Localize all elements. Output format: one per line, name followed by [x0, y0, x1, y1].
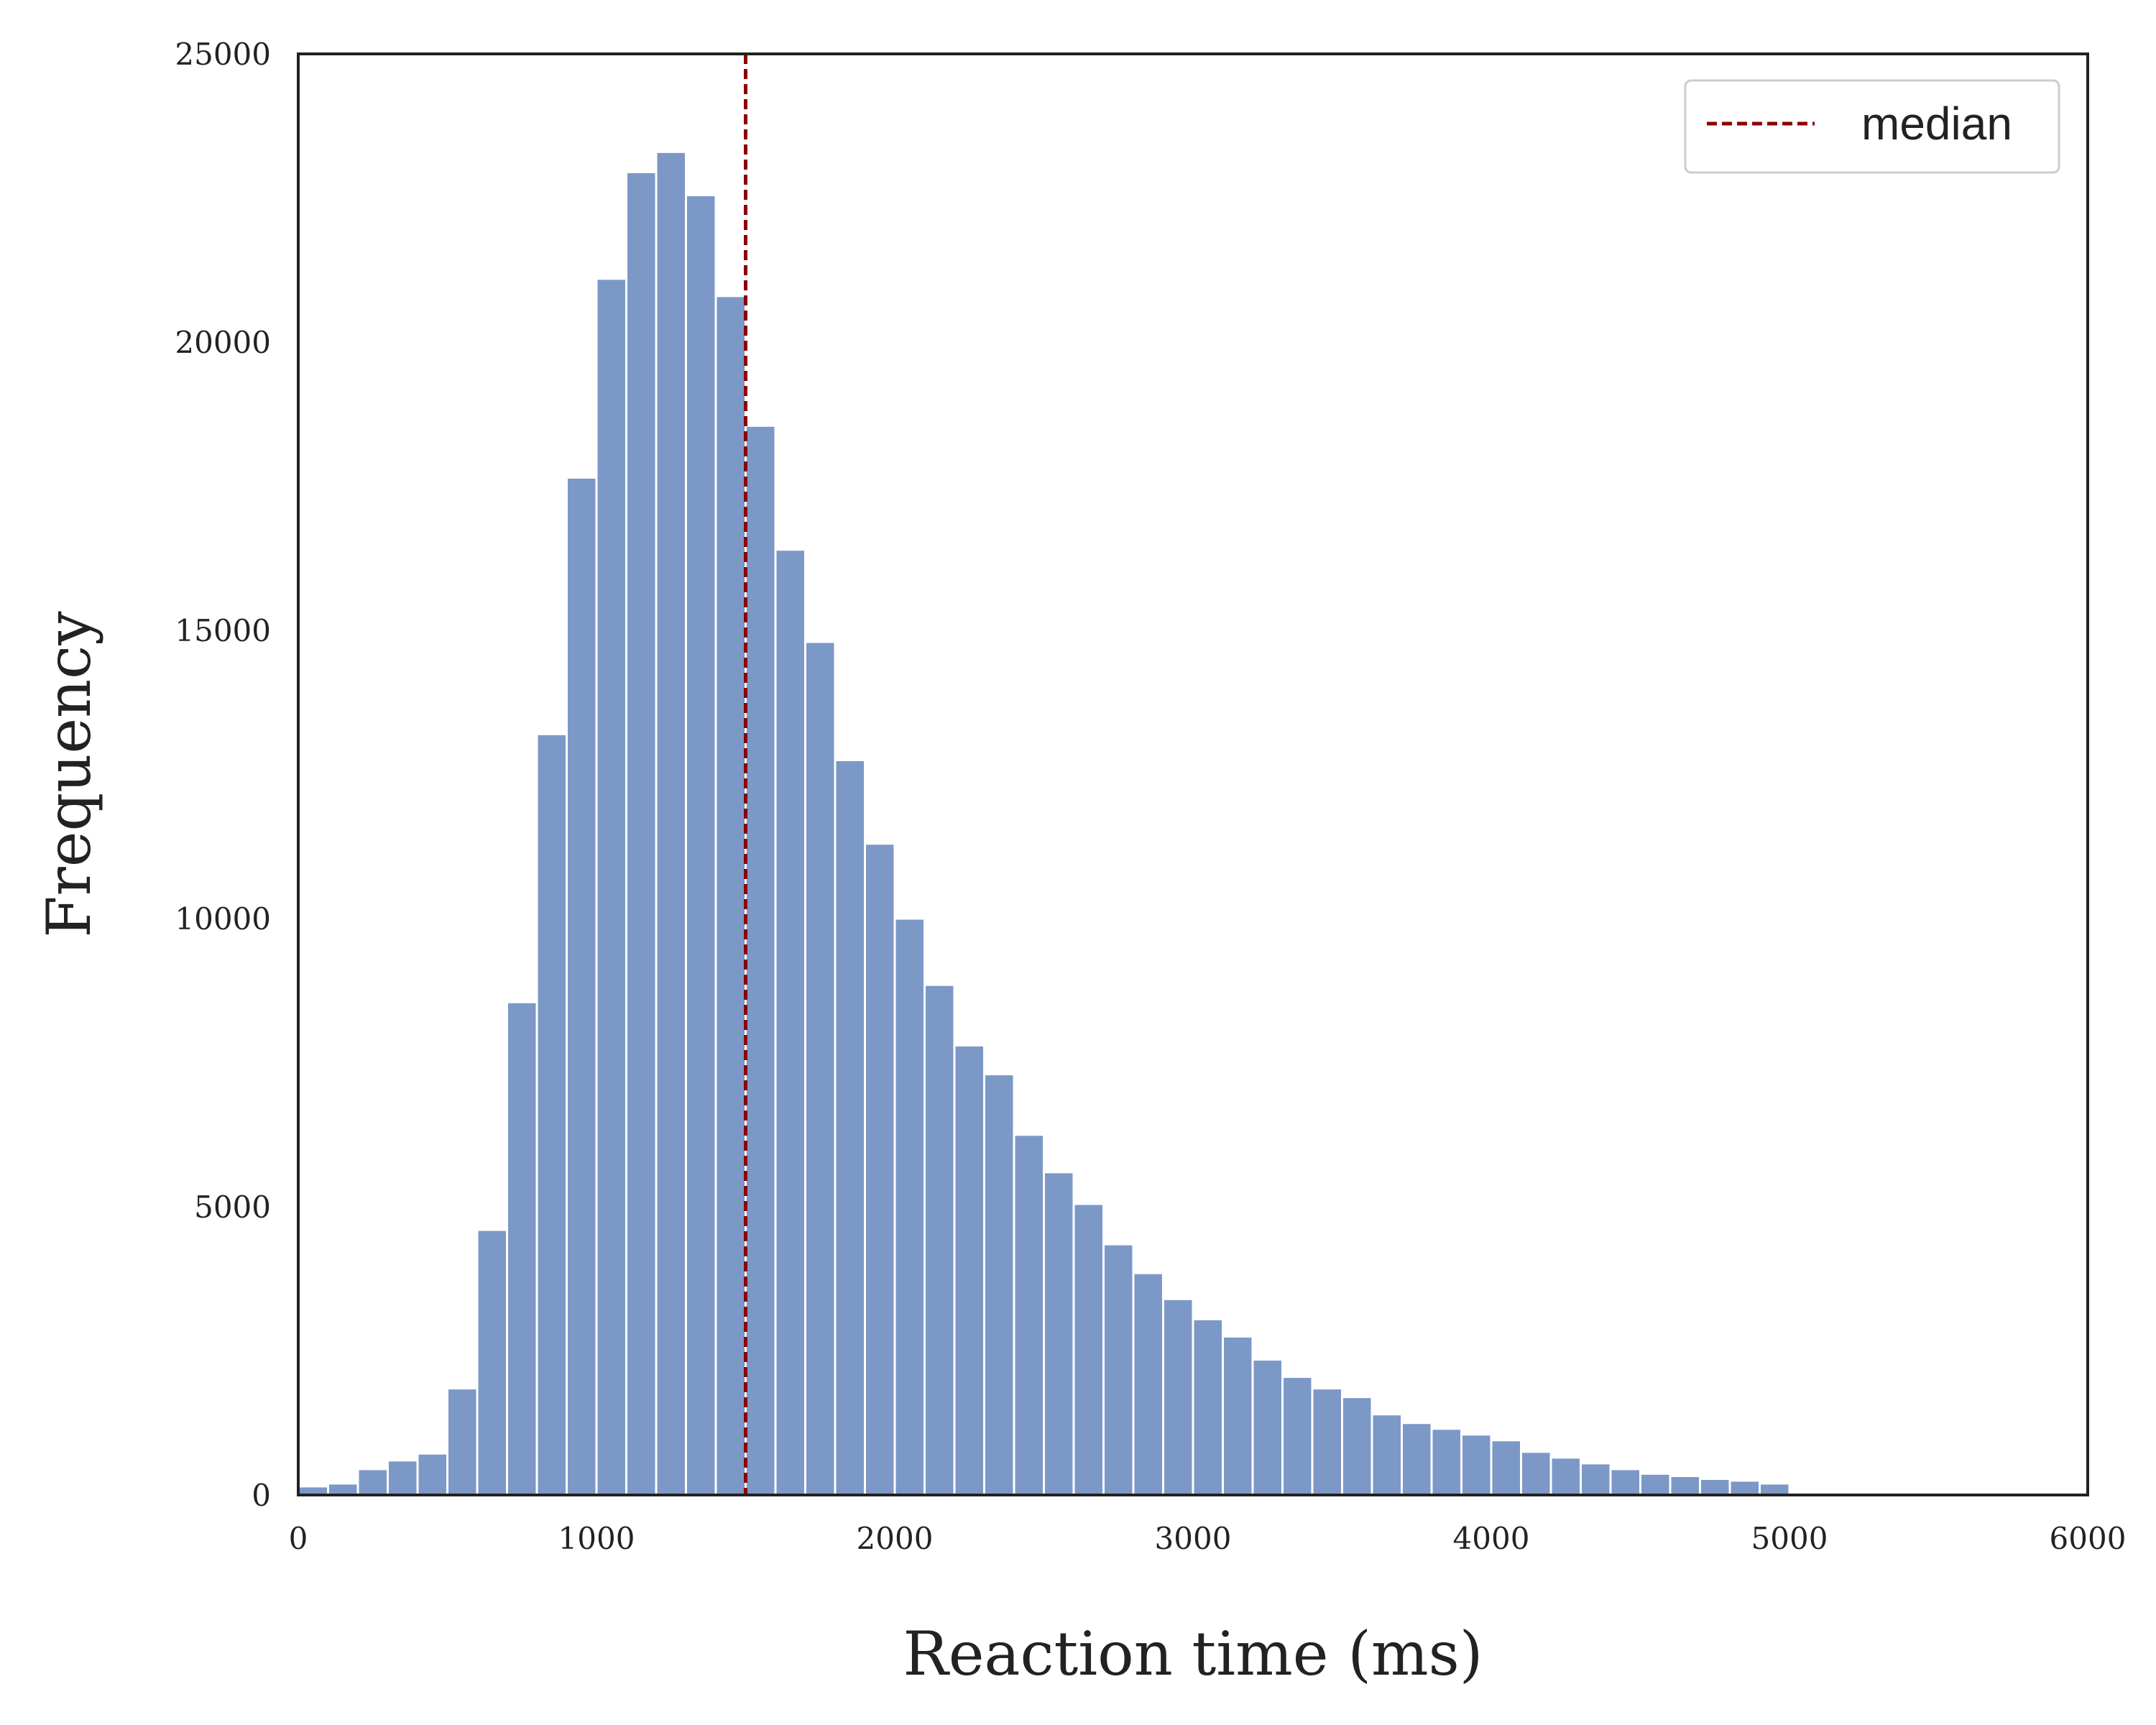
histogram-bar	[1281, 1376, 1314, 1496]
bars-layer	[297, 150, 1791, 1496]
histogram-bar	[387, 1459, 419, 1496]
histogram-bar	[1549, 1456, 1582, 1496]
legend-box	[1684, 79, 2060, 174]
histogram-bar	[1102, 1243, 1135, 1496]
histogram-bar	[506, 1000, 538, 1496]
y-tick-label: 0	[252, 1478, 271, 1513]
x-tick-label: 1000	[558, 1521, 635, 1556]
histogram-bar	[923, 983, 956, 1496]
histogram-bar	[953, 1044, 985, 1496]
plot-frame	[297, 52, 2089, 1496]
histogram-bar	[327, 1482, 359, 1496]
histogram-bar	[1460, 1433, 1493, 1496]
x-tick-label: 2000	[857, 1521, 934, 1556]
histogram-bar	[1759, 1482, 1791, 1496]
histogram-bar	[1401, 1422, 1433, 1496]
y-tick-label: 25000	[175, 37, 271, 72]
y-tick-label: 15000	[175, 613, 271, 648]
y-axis-ticks: 0 5000 10000 15000 20000 25000	[175, 37, 271, 1513]
histogram-bar	[1162, 1297, 1194, 1496]
histogram-bar	[1043, 1171, 1075, 1496]
histogram-bar	[655, 150, 687, 1496]
histogram-bar	[535, 732, 568, 1496]
histogram-bar	[625, 170, 658, 1496]
histogram-bar	[745, 424, 777, 1496]
y-tick-label: 5000	[194, 1190, 271, 1225]
x-tick-label: 3000	[1155, 1521, 1232, 1556]
histogram-bar	[864, 842, 896, 1496]
histogram-bar	[356, 1468, 389, 1496]
histogram-bar	[1311, 1387, 1343, 1496]
x-axis-ticks: 0 1000 2000 3000 4000 5000 6000	[289, 1521, 2127, 1556]
histogram-bar	[416, 1452, 448, 1496]
histogram-bar	[714, 295, 747, 1496]
histogram-bar	[1639, 1472, 1672, 1496]
histogram-bar	[1699, 1478, 1731, 1496]
histogram-bar	[446, 1387, 479, 1496]
histogram-bar	[1370, 1413, 1403, 1496]
y-axis-label: Frequency	[34, 611, 104, 938]
histogram-bar	[1669, 1475, 1701, 1496]
histogram-bar	[685, 193, 717, 1496]
histogram-bar	[804, 640, 837, 1496]
y-tick-label: 20000	[175, 325, 271, 360]
legend: median	[1684, 79, 2060, 174]
histogram-bar	[1728, 1479, 1761, 1496]
histogram-bar	[476, 1228, 508, 1496]
histogram-bar	[1132, 1271, 1164, 1496]
histogram-bar	[1341, 1396, 1373, 1496]
x-tick-label: 5000	[1751, 1521, 1828, 1556]
x-axis-label: Reaction time (ms)	[903, 1619, 1483, 1689]
x-tick-label: 0	[289, 1521, 308, 1556]
x-tick-label: 4000	[1453, 1521, 1530, 1556]
histogram-bar	[1490, 1439, 1522, 1496]
y-tick-label: 10000	[175, 901, 271, 937]
legend-median-label: median	[1861, 98, 2012, 150]
histogram-bar	[893, 917, 926, 1496]
histogram-bar	[566, 476, 598, 1496]
histogram-bar	[1251, 1358, 1284, 1496]
x-tick-label: 6000	[2050, 1521, 2127, 1556]
histogram-bar	[1072, 1202, 1105, 1496]
histogram-bar	[595, 277, 627, 1496]
histogram-bar	[774, 548, 806, 1496]
histogram-bar	[1430, 1427, 1462, 1496]
histogram-bar	[1520, 1450, 1552, 1496]
histogram-bar	[1609, 1468, 1641, 1496]
histogram-bar	[1222, 1335, 1254, 1496]
histogram-bar	[834, 758, 866, 1496]
histogram-bar	[1192, 1317, 1224, 1496]
histogram-bar	[1013, 1133, 1045, 1496]
histogram-bar	[1580, 1462, 1612, 1496]
histogram-bar	[983, 1073, 1015, 1496]
